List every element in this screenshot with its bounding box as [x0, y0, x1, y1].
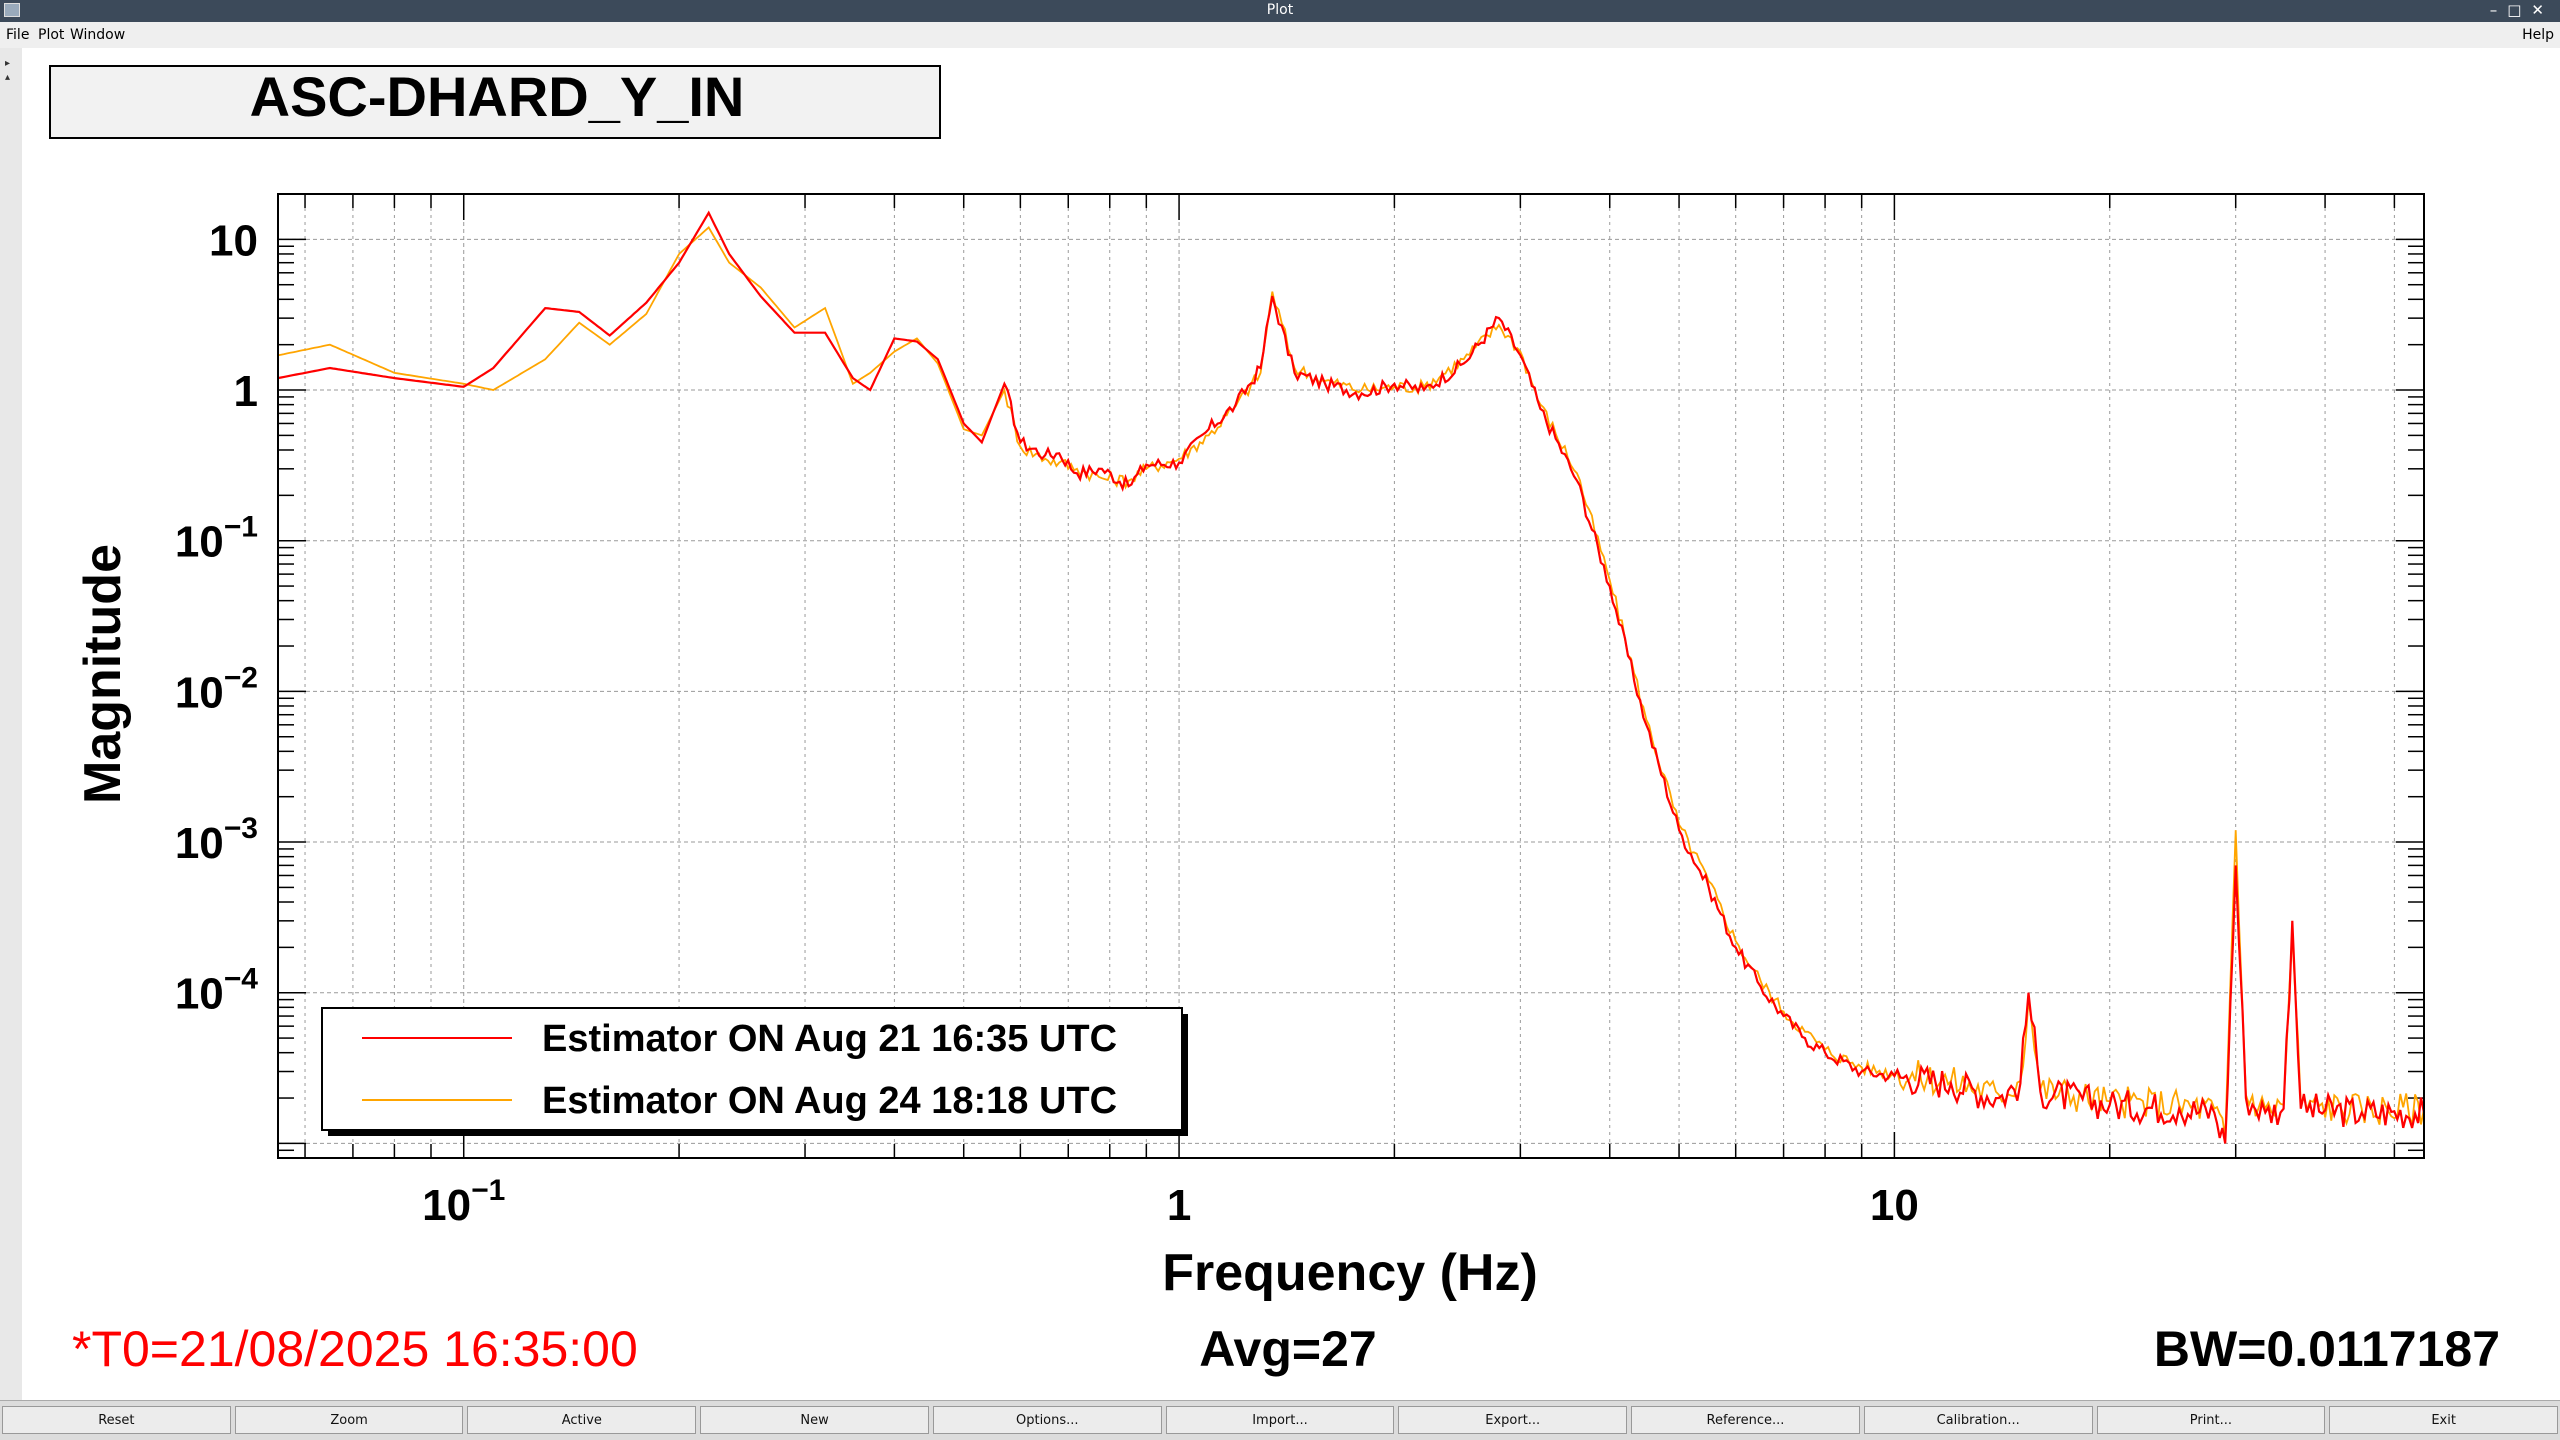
print-button[interactable]: Print... [2096, 1406, 2326, 1434]
new-button[interactable]: New [700, 1406, 929, 1434]
reset-button[interactable]: Reset [2, 1406, 231, 1434]
y-tick-label: 10−2 [175, 661, 258, 717]
window-icon[interactable] [4, 3, 20, 17]
y-tick-label: 10−3 [175, 812, 258, 868]
avg-annotation: Avg=27 [1199, 1321, 1376, 1377]
x-tick-label: 1 [1167, 1181, 1191, 1230]
t0-annotation: *T0=21/08/2025 16:35:00 [72, 1321, 638, 1377]
menu-help[interactable]: Help [2522, 27, 2554, 43]
plot-pad[interactable]: ASC-DHARD_Y_IN 10−1 1 10 10 1 10−1 10−2 10−3 10−… [22, 48, 2560, 1400]
x-axis-label: Frequency (Hz) [1162, 1244, 1538, 1302]
menu-window[interactable]: Window [70, 27, 126, 43]
side-panel-toggle: ▸ ▴ [0, 48, 23, 1400]
zoom-button[interactable]: Zoom [234, 1406, 464, 1434]
import-button[interactable]: Import... [1165, 1406, 1395, 1434]
series-group [277, 210, 2426, 1144]
menu-file[interactable]: File [6, 27, 30, 43]
menu-bar: File Plot Window Help [0, 22, 2560, 48]
legend-box [321, 1007, 1183, 1131]
y-axis-label: Magnitude [74, 544, 132, 804]
x-tick-label: 10 [1870, 1181, 1919, 1230]
series-1-line [277, 210, 2426, 1144]
exit-button[interactable]: Exit [2329, 1406, 2558, 1434]
chart-title: ASC-DHARD_Y_IN [250, 65, 745, 128]
export-button[interactable]: Export... [1398, 1406, 1628, 1434]
window-controls[interactable]: –□✕ [2489, 1, 2554, 19]
legend-label-series-2: Estimator ON Aug 24 18:18 UTC [542, 1080, 1117, 1122]
legend-label-series-1: Estimator ON Aug 21 16:35 UTC [542, 1018, 1117, 1060]
menu-plot[interactable]: Plot [38, 27, 65, 43]
y-tick-label: 10−4 [175, 963, 258, 1019]
reference-button[interactable]: Reference... [1631, 1406, 1860, 1434]
tick-labels: 10−1 1 10 10 1 10−1 10−2 10−3 10−4 [175, 216, 1919, 1230]
legend[interactable]: Estimator ON Aug 21 16:35 UTC Estimator … [321, 1007, 1188, 1136]
plot-frame [277, 193, 2425, 1159]
bw-annotation: BW=0.0117187 [2154, 1321, 2500, 1377]
button-bar: Reset Zoom Active New Options... Import... Exp… [0, 1400, 2560, 1440]
axis-ticks [278, 193, 2424, 1159]
x-tick-label: 10−1 [422, 1174, 505, 1230]
active-button[interactable]: Active [467, 1406, 697, 1434]
y-tick-label: 1 [234, 367, 258, 416]
y-tick-label: 10 [209, 216, 258, 265]
grid [278, 194, 2424, 1158]
expand-up-icon[interactable]: ▴ [5, 72, 11, 83]
expand-right-icon[interactable]: ▸ [5, 58, 11, 69]
chart-canvas[interactable]: ASC-DHARD_Y_IN 10−1 1 1010110−110−210−310−… [22, 48, 2560, 1400]
window-title: Plot [1266, 2, 1294, 18]
plot-area[interactable] [278, 194, 2424, 1158]
y-tick-label: 10−1 [175, 511, 258, 567]
title-box [49, 65, 941, 139]
window-titlebar: Plot –□✕ [0, 0, 2560, 22]
options-button[interactable]: Options... [932, 1406, 1162, 1434]
calibration-button[interactable]: Calibration... [1863, 1406, 2093, 1434]
